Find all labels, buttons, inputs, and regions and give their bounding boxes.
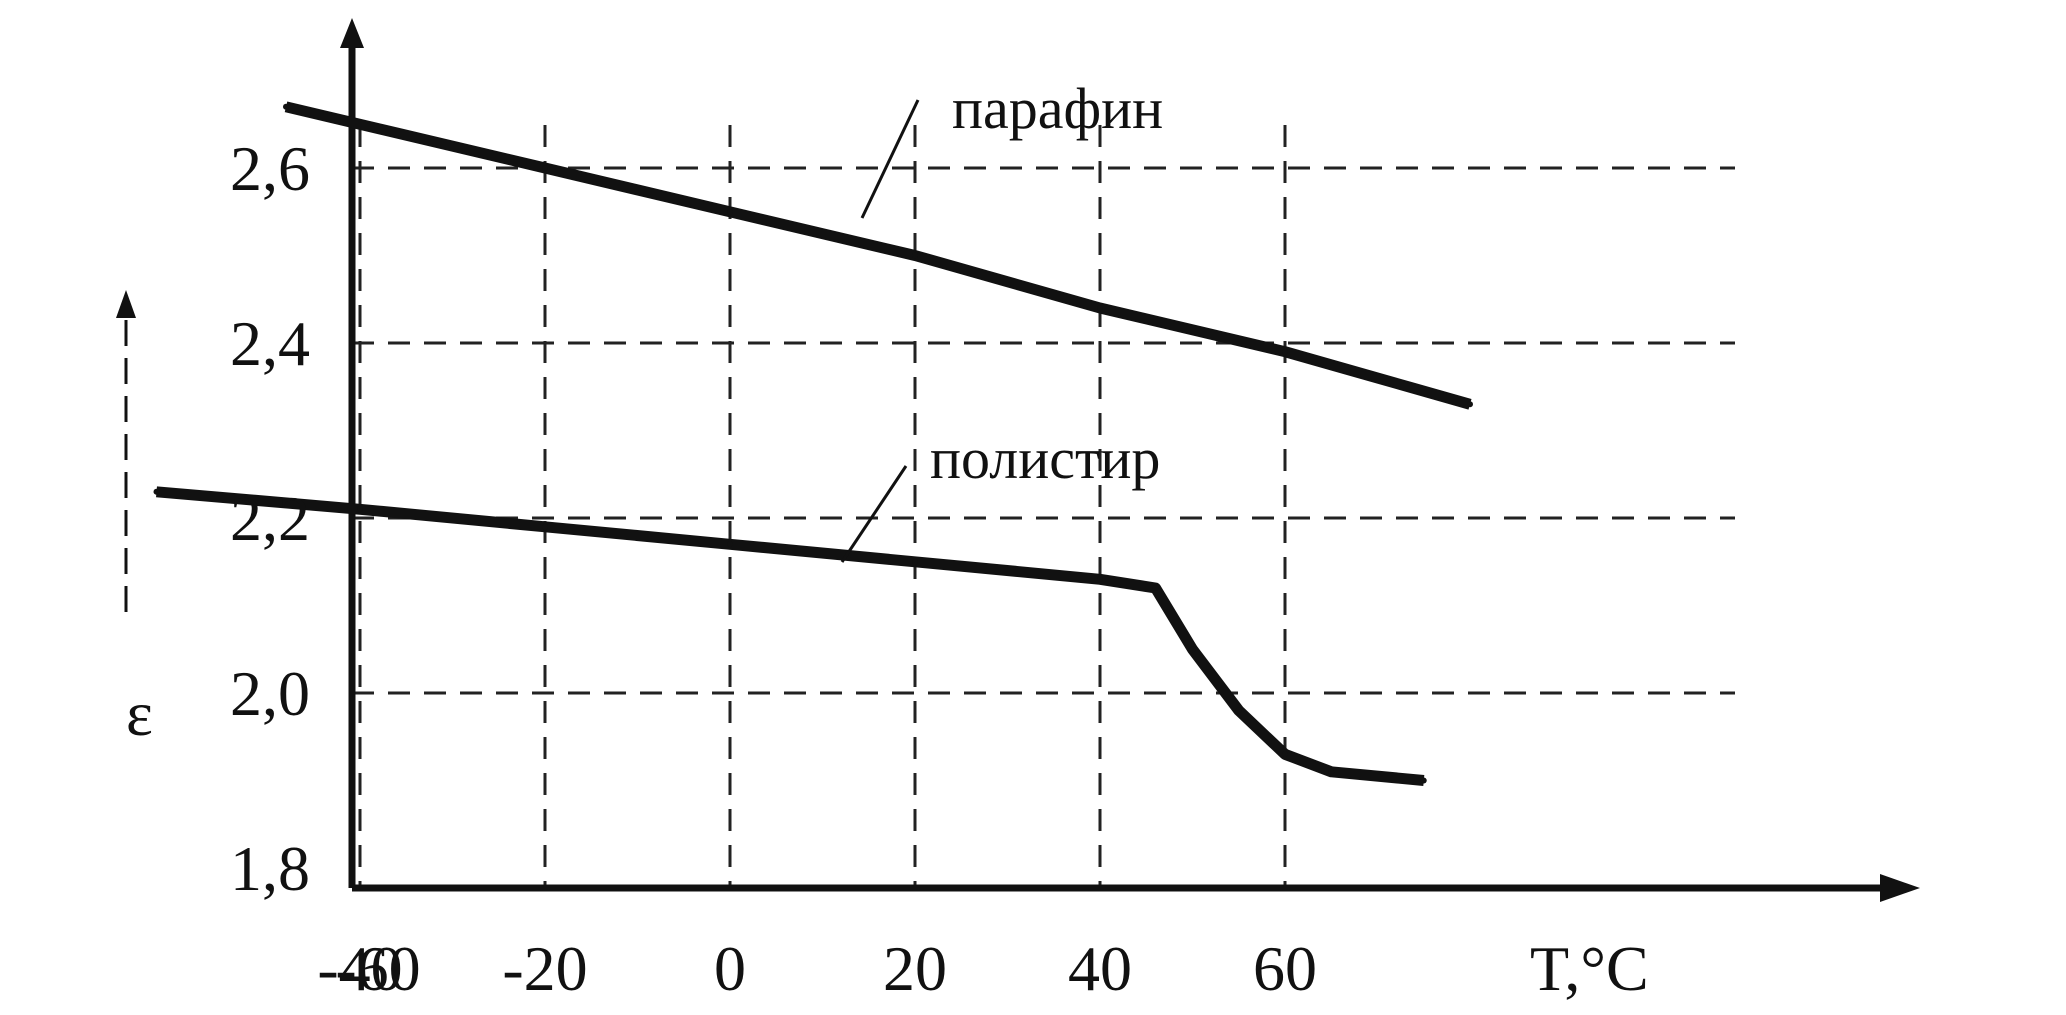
series-2-point	[727, 541, 733, 548]
series-label-leader	[840, 465, 908, 563]
x-tick-label: 20	[883, 933, 947, 1004]
series-2-point	[1152, 585, 1159, 591]
y-tick-label: 2,2	[230, 483, 310, 554]
series-2-point	[153, 488, 160, 495]
axes-layer	[116, 18, 1920, 902]
series-2-point	[542, 523, 548, 530]
series-1-point	[1282, 348, 1288, 355]
series-1-point	[912, 252, 918, 259]
y-axis-label: ε	[126, 678, 153, 749]
series-2-point	[357, 506, 363, 513]
series-2-point	[1420, 777, 1427, 784]
x-tick-label: -40	[317, 933, 402, 1004]
grid-layer	[352, 125, 1735, 888]
series-label: парафин	[952, 76, 1163, 141]
series-1-point	[1467, 401, 1473, 408]
y-tick-label: 2,0	[230, 658, 310, 729]
y-tick-label: 2,6	[230, 133, 310, 204]
series-2-point	[1235, 707, 1242, 714]
series-1-point	[283, 103, 289, 110]
series-1-point	[727, 208, 733, 215]
series-2-point	[1189, 646, 1196, 653]
series-1-point	[542, 165, 548, 171]
series-2-point	[1097, 576, 1103, 583]
series-2-point	[1282, 751, 1288, 758]
series-label: полистир	[930, 426, 1160, 491]
x-tick-label: 40	[1068, 933, 1132, 1004]
series-2-point	[912, 558, 918, 565]
series-2-point	[1328, 768, 1335, 775]
x-tick-label: 0	[714, 933, 746, 1004]
x-axis-arrow	[1880, 874, 1920, 902]
y-axis-arrow	[340, 18, 364, 48]
series-line-1	[284, 101, 1472, 410]
series-label-leader	[860, 99, 920, 219]
series-line-2	[156, 486, 1425, 786]
x-tick-label: 60	[1253, 933, 1317, 1004]
labels-layer: парафин полистир -60-40 -20 0 20 40 60 T,°C 1,8 2,…	[126, 76, 1649, 1004]
x-tick-label: -20	[502, 933, 587, 1004]
x-axis-label: T,°C	[1530, 933, 1649, 1004]
series-layer	[153, 101, 1473, 786]
ylabel-arrow-head	[116, 290, 136, 318]
series-1-point	[1097, 305, 1103, 311]
x-tick-label: -60	[335, 933, 420, 1004]
y-tick-label: 1,8	[230, 833, 310, 904]
y-tick-label: 2,4	[230, 308, 310, 379]
